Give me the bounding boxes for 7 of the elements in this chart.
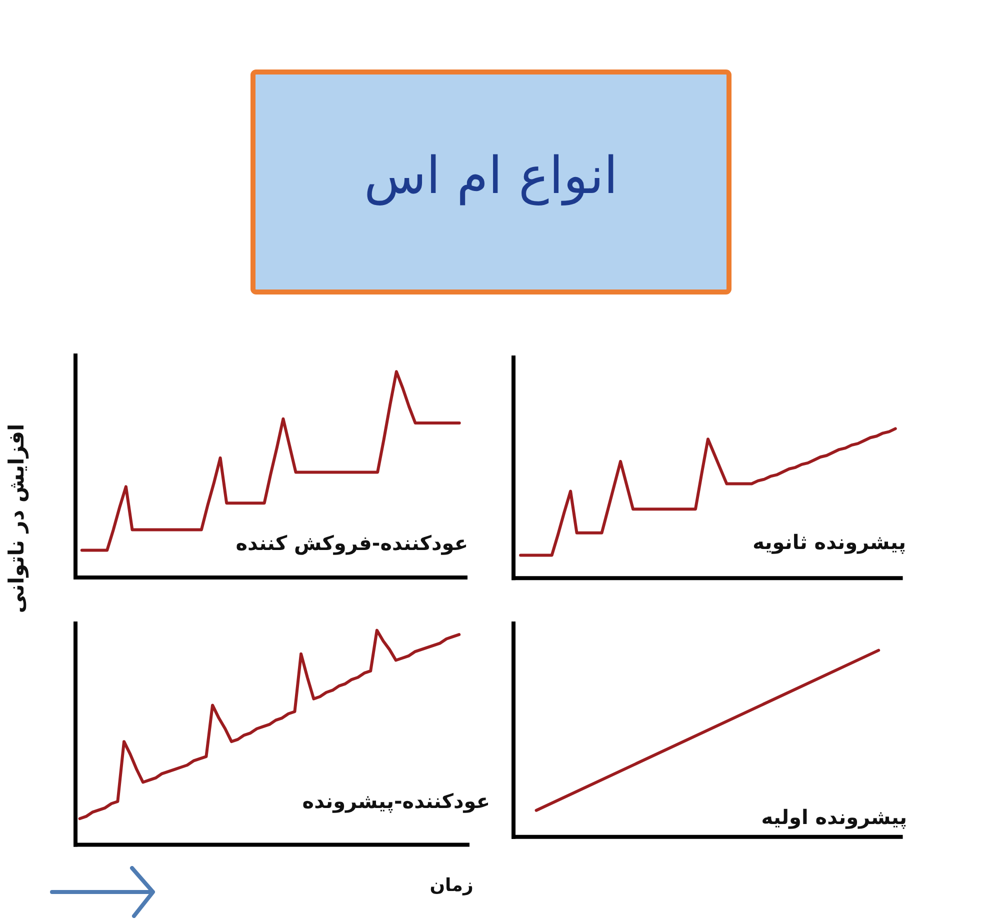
text: پیشرونده اولیه [760, 805, 907, 830]
text: پیشرونده ثانویه [752, 530, 906, 554]
text: عودکننده-فروکش کننده [236, 531, 468, 555]
y-axis-title: افزایش در ناتوانی [4, 424, 30, 614]
text: عودکننده-پیشرونده [302, 788, 490, 813]
x-axis-title: زمان [430, 874, 474, 896]
text: انواع ام اس [364, 146, 618, 206]
